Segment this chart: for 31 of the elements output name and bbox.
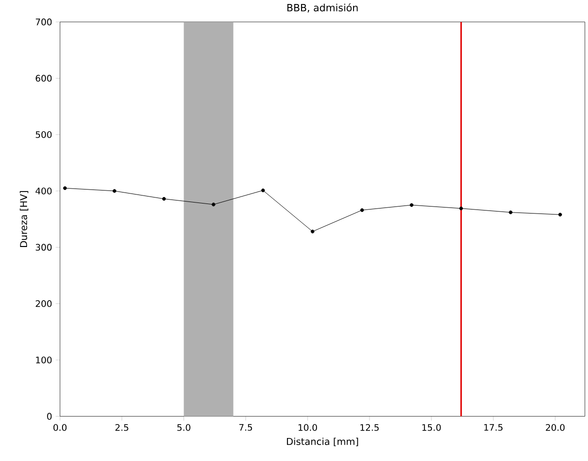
point <box>410 203 414 207</box>
x-tick-label: 5.0 <box>177 424 190 431</box>
y-tick-label: 600 <box>36 74 52 82</box>
x-tick-label: 2.5 <box>115 424 128 431</box>
y-tick-label: 300 <box>36 244 52 251</box>
x-tick-label: 10.0 <box>298 424 317 431</box>
y-tick-label: 700 <box>36 18 52 26</box>
y-tick-label: 400 <box>36 187 52 194</box>
point <box>63 186 67 190</box>
point <box>459 206 463 210</box>
point <box>112 188 116 193</box>
y-tick-label: 500 <box>36 131 52 138</box>
point <box>558 212 562 216</box>
x-tick-label: 15.0 <box>422 424 441 431</box>
y-tick-label: 100 <box>36 356 52 364</box>
point <box>261 188 265 192</box>
x-tick-label: 12.5 <box>360 424 379 431</box>
x-tick-label: 20.0 <box>546 424 565 431</box>
chart-title: BBB, admisión <box>287 3 358 12</box>
point <box>162 196 166 201</box>
y-tick-label: 200 <box>36 300 52 307</box>
point <box>360 208 364 212</box>
x-tick-label: 7.5 <box>239 424 252 431</box>
x-tick-label: 0.0 <box>53 424 67 431</box>
y-axis-title: Dureza [HV] <box>20 191 28 247</box>
point <box>212 202 216 206</box>
point <box>508 210 512 214</box>
x-tick-label: 17.5 <box>484 424 502 431</box>
y-tick-label: 0 <box>47 412 52 420</box>
x-axis-title: Distancia [mm] <box>286 438 358 446</box>
point <box>310 230 314 234</box>
